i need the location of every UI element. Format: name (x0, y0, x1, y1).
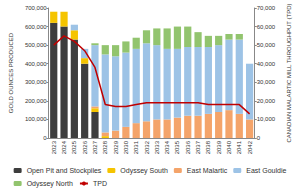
svg-text:East Malartic: East Malartic (187, 167, 228, 174)
svg-text:Open Pit and Stockpiles: Open Pit and Stockpiles (27, 167, 102, 175)
svg-text:600,000: 600,000 (25, 24, 47, 30)
svg-text:2034: 2034 (164, 140, 170, 154)
svg-text:Odyssey North: Odyssey North (27, 180, 73, 188)
svg-text:50,000: 50,000 (257, 42, 276, 48)
svg-text:20,000: 20,000 (257, 98, 276, 104)
svg-text:100,000: 100,000 (25, 116, 47, 122)
svg-text:2029: 2029 (113, 140, 119, 154)
svg-text:2037: 2037 (195, 140, 201, 154)
svg-text:2024: 2024 (61, 140, 67, 154)
svg-text:70,000: 70,000 (257, 5, 276, 11)
svg-text:2026: 2026 (82, 140, 88, 154)
svg-text:2027: 2027 (92, 140, 98, 154)
svg-text:2036: 2036 (185, 140, 191, 154)
svg-text:2023: 2023 (51, 140, 57, 154)
svg-text:40,000: 40,000 (257, 61, 276, 67)
svg-text:300,000: 300,000 (25, 79, 47, 85)
svg-text:2041: 2041 (236, 140, 242, 154)
svg-text:2040: 2040 (226, 140, 232, 154)
svg-text:2035: 2035 (174, 140, 180, 154)
svg-text:10,000: 10,000 (257, 116, 276, 122)
svg-text:400,000: 400,000 (25, 61, 47, 67)
svg-text:0: 0 (257, 135, 261, 141)
svg-text:2042: 2042 (247, 140, 253, 154)
svg-text:GOLD OUNCES PRODUCED: GOLD OUNCES PRODUCED (8, 32, 14, 113)
svg-text:700,000: 700,000 (25, 5, 47, 11)
svg-text:2028: 2028 (102, 140, 108, 154)
svg-text:Odyssey South: Odyssey South (120, 167, 168, 175)
svg-text:TPD: TPD (93, 180, 107, 187)
svg-text:0: 0 (43, 135, 47, 141)
svg-text:2030: 2030 (123, 140, 129, 154)
svg-text:2033: 2033 (154, 140, 160, 154)
svg-text:CANADIAN MALARTIC MILL THROUGH: CANADIAN MALARTIC MILL THROUGHPUT (TPD) (286, 3, 292, 142)
svg-text:200,000: 200,000 (25, 98, 47, 104)
svg-text:2031: 2031 (133, 140, 139, 154)
svg-text:2039: 2039 (216, 140, 222, 154)
svg-text:500,000: 500,000 (25, 42, 47, 48)
svg-text:2032: 2032 (144, 140, 150, 154)
svg-text:East Gouldie: East Gouldie (246, 167, 286, 174)
svg-text:30,000: 30,000 (257, 79, 276, 85)
svg-text:2025: 2025 (71, 140, 77, 154)
svg-text:2038: 2038 (205, 140, 211, 154)
svg-text:60,000: 60,000 (257, 24, 276, 30)
